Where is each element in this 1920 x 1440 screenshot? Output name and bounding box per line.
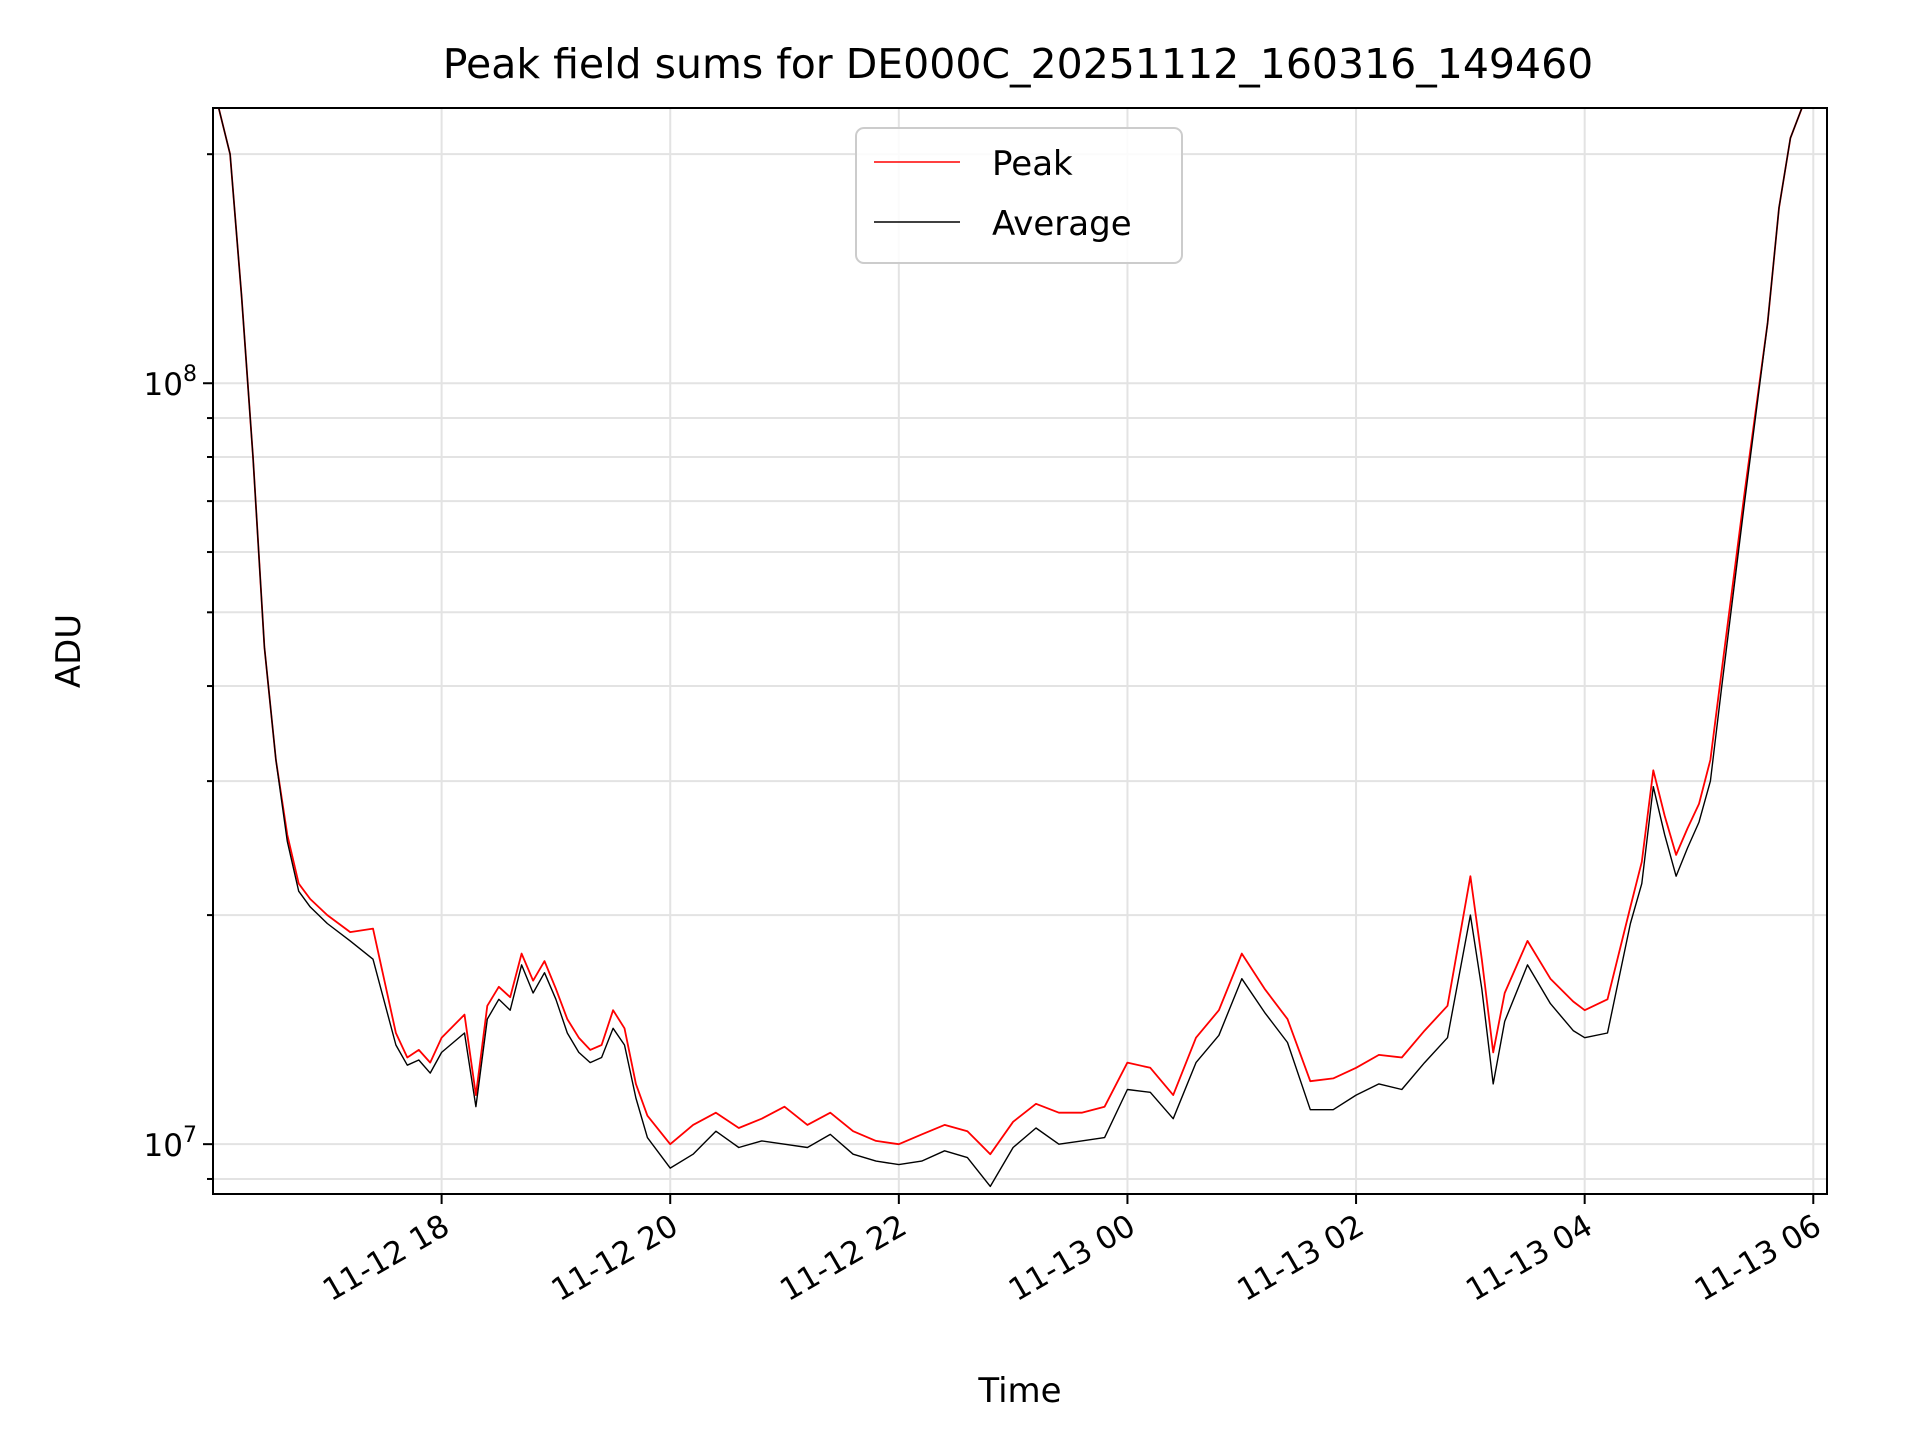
legend: Peak Average bbox=[855, 127, 1183, 264]
y-tick-label: 107 bbox=[144, 1123, 197, 1164]
y-tick-label: 108 bbox=[144, 362, 197, 403]
series-layer bbox=[217, 108, 1825, 1188]
x-axis-label: Time bbox=[977, 1371, 1061, 1411]
y-axis-label: ADU bbox=[49, 614, 89, 688]
legend-label-average: Average bbox=[992, 204, 1132, 244]
legend-label-peak: Peak bbox=[992, 144, 1073, 184]
series-line-average bbox=[218, 108, 1825, 1188]
grid bbox=[213, 108, 1827, 1194]
chart-title: Peak field sums for DE000C_20251112_1603… bbox=[443, 40, 1594, 88]
axes-frame bbox=[212, 107, 1828, 1195]
series-line-peak bbox=[217, 108, 1825, 1156]
